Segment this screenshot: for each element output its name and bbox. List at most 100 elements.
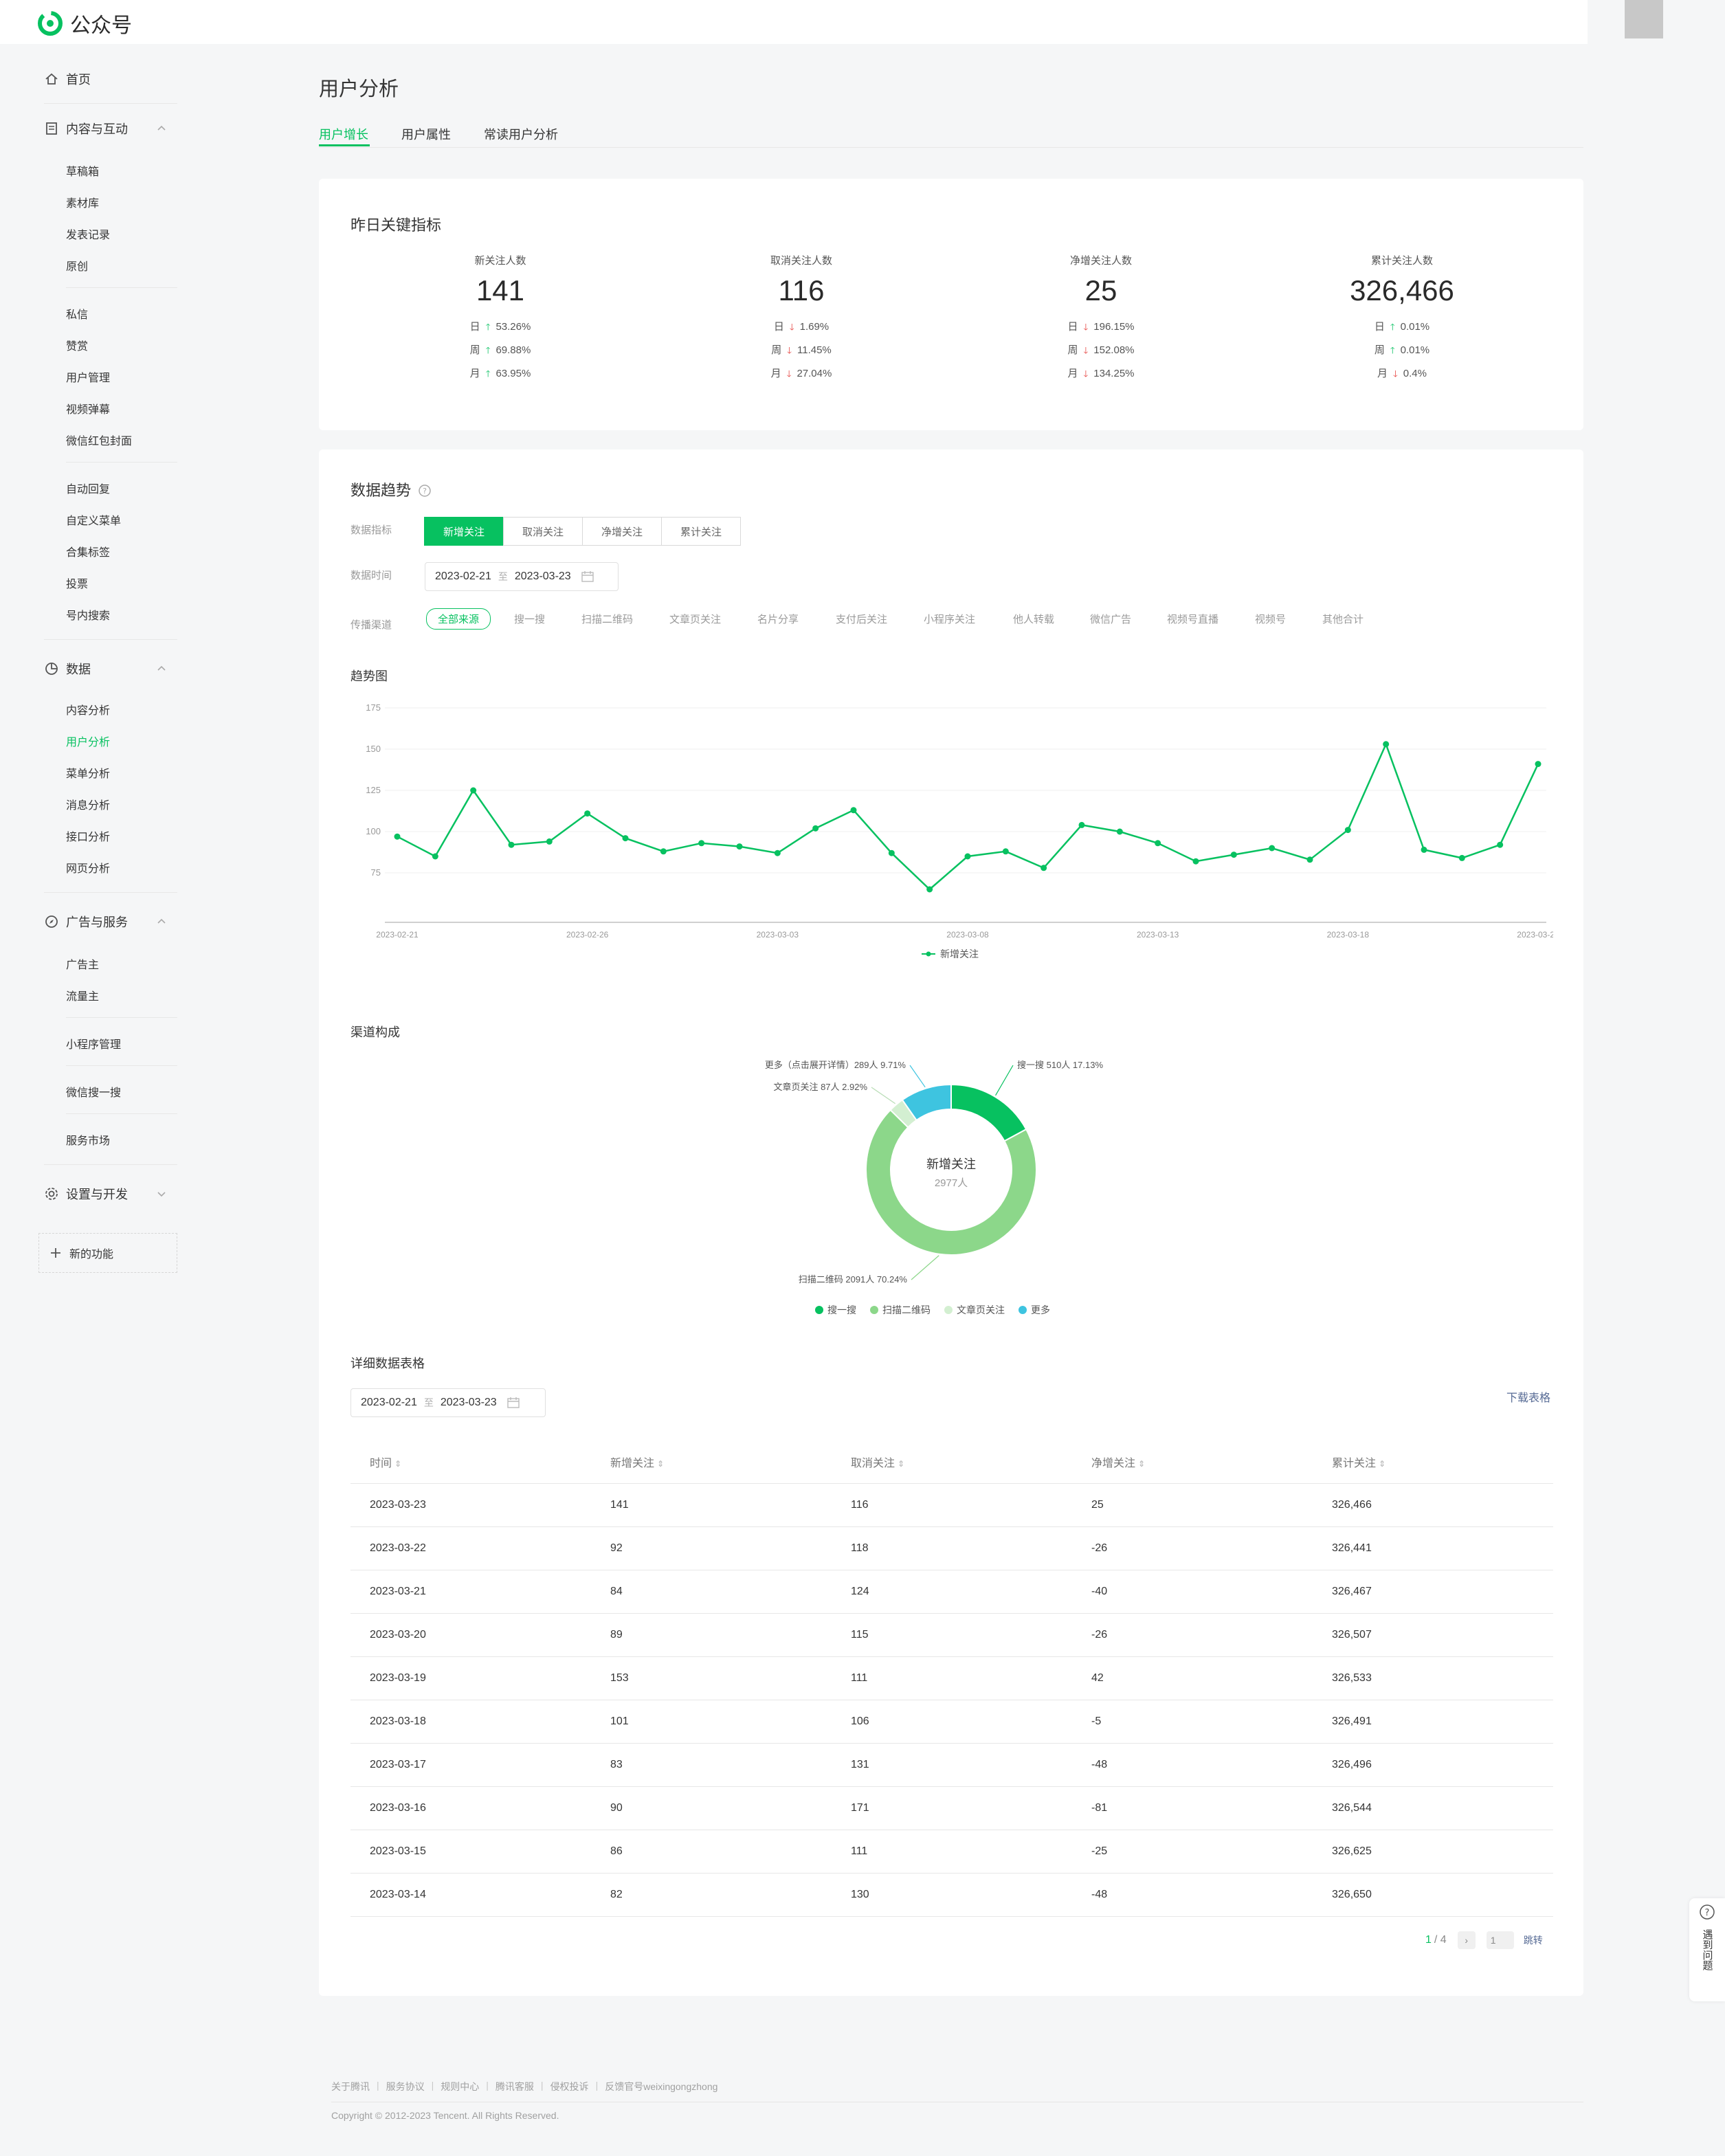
sidebar-item-publisher[interactable]: 流量主 bbox=[66, 991, 100, 1003]
column-header-new[interactable]: 新增关注 ⇕ bbox=[610, 1458, 665, 1469]
segment-unfollows[interactable]: 取消关注 bbox=[503, 517, 583, 546]
sidebar-item-advertiser[interactable]: 广告主 bbox=[66, 959, 100, 971]
time-filter-label: 数据时间 bbox=[350, 570, 392, 581]
sidebar-item-mini-program[interactable]: 小程序管理 bbox=[66, 1039, 122, 1051]
sidebar-item-collection-tags[interactable]: 合集标签 bbox=[66, 547, 111, 559]
sidebar-item-menu-analysis[interactable]: 菜单分析 bbox=[66, 768, 111, 780]
column-header-net[interactable]: 净增关注 ⇕ bbox=[1091, 1458, 1146, 1469]
new-function-button[interactable]: 新的功能 bbox=[38, 1233, 177, 1273]
footer-link[interactable]: 规则中心 bbox=[441, 2081, 480, 2092]
metric-row: 日 🡓 1.69% bbox=[773, 321, 830, 333]
sidebar-item-custom-menu[interactable]: 自定义菜单 bbox=[66, 515, 122, 527]
column-header-unfollow[interactable]: 取消关注 ⇕ bbox=[851, 1458, 905, 1469]
sidebar-item-wechat-search[interactable]: 微信搜一搜 bbox=[66, 1087, 122, 1099]
sidebar-group-ads[interactable]: 广告与服务 bbox=[44, 913, 128, 931]
arrow-down-icon: 🡓 bbox=[1083, 345, 1089, 355]
sidebar-group-content[interactable]: 内容与互动 bbox=[44, 120, 128, 137]
channel-after-payment[interactable]: 支付后关注 bbox=[836, 614, 888, 625]
sidebar-item-drafts[interactable]: 草稿箱 bbox=[66, 166, 100, 178]
sidebar-item-red-packet-cover[interactable]: 微信红包封面 bbox=[66, 436, 133, 447]
chevron-up-icon[interactable] bbox=[157, 664, 166, 674]
channel-mini-program[interactable]: 小程序关注 bbox=[924, 614, 976, 625]
sidebar-item-service-market[interactable]: 服务市场 bbox=[66, 1135, 111, 1147]
segment-new-follows[interactable]: 新增关注 bbox=[424, 517, 504, 546]
page-input[interactable]: 1 bbox=[1486, 1931, 1514, 1949]
svg-text:?: ? bbox=[423, 487, 427, 496]
channel-qr-code[interactable]: 扫描二维码 bbox=[581, 614, 634, 625]
sidebar-item-original[interactable]: 原创 bbox=[66, 261, 89, 273]
download-table-link[interactable]: 下载表格 bbox=[1506, 1392, 1551, 1404]
help-circle-icon[interactable]: ? bbox=[418, 484, 432, 498]
logo[interactable]: 公众号 bbox=[37, 8, 132, 38]
channel-wechat-ads[interactable]: 微信广告 bbox=[1090, 614, 1132, 625]
slice-label: 更多（点击展开详情）289人 9.71% bbox=[765, 1060, 906, 1070]
chevron-down-icon[interactable] bbox=[157, 1189, 166, 1199]
table-cell: 25 bbox=[1091, 1499, 1104, 1511]
channel-card-share[interactable]: 名片分享 bbox=[757, 614, 799, 625]
footer-link[interactable]: 侵权投诉 bbox=[550, 2081, 589, 2092]
table-date-range-picker[interactable]: 2023-02-21 至 2023-03-23 bbox=[350, 1388, 546, 1417]
sidebar-item-in-account-search[interactable]: 号内搜索 bbox=[66, 610, 111, 622]
sidebar-item-messages[interactable]: 私信 bbox=[66, 309, 89, 321]
sidebar-item-message-analysis[interactable]: 消息分析 bbox=[66, 800, 111, 812]
footer-link[interactable]: 反馈官号weixingongzhong bbox=[605, 2081, 718, 2092]
legend-dot bbox=[870, 1306, 878, 1314]
trend-chart-legend[interactable]: 新增关注 bbox=[921, 947, 979, 961]
table-cell: 118 bbox=[851, 1542, 869, 1554]
sidebar-item-user-analysis[interactable]: 用户分析 bbox=[66, 737, 111, 748]
chevron-up-icon[interactable] bbox=[157, 917, 166, 926]
date-from: 2023-02-21 bbox=[361, 1397, 417, 1408]
help-button[interactable]: ? 遇到问题 bbox=[1689, 1898, 1725, 2001]
channel-article-follow[interactable]: 文章页关注 bbox=[669, 614, 722, 625]
footer-link[interactable]: 关于腾讯 bbox=[331, 2081, 370, 2092]
sort-icon[interactable]: ⇕ bbox=[394, 1459, 402, 1469]
segment-net-follows[interactable]: 净增关注 bbox=[582, 517, 662, 546]
channel-channels-live[interactable]: 视频号直播 bbox=[1167, 614, 1219, 625]
tab-user-attributes[interactable]: 用户属性 bbox=[401, 128, 451, 142]
arrow-down-icon: 🡓 bbox=[1393, 368, 1398, 379]
column-header-time[interactable]: 时间 ⇕ bbox=[370, 1458, 402, 1469]
sidebar-item-user-management[interactable]: 用户管理 bbox=[66, 373, 111, 384]
channel-channels[interactable]: 视频号 bbox=[1255, 614, 1287, 625]
sidebar-group-data[interactable]: 数据 bbox=[44, 660, 91, 678]
table-cell: 2023-03-20 bbox=[370, 1629, 426, 1641]
sort-icon[interactable]: ⇕ bbox=[1138, 1459, 1146, 1469]
sidebar-item-auto-reply[interactable]: 自动回复 bbox=[66, 484, 111, 496]
sort-icon[interactable]: ⇕ bbox=[1379, 1459, 1386, 1469]
sidebar-item-web-analysis[interactable]: 网页分析 bbox=[66, 863, 111, 875]
segment-total-follows[interactable]: 累计关注 bbox=[661, 517, 741, 546]
table-cell: -81 bbox=[1091, 1802, 1108, 1814]
channel-search[interactable]: 搜一搜 bbox=[514, 614, 546, 625]
sidebar-item-home[interactable]: 首页 bbox=[44, 70, 91, 88]
channel-all-sources[interactable]: 全部来源 bbox=[426, 608, 491, 630]
sidebar-item-content-analysis[interactable]: 内容分析 bbox=[66, 705, 111, 717]
table-cell: 326,441 bbox=[1332, 1542, 1372, 1554]
channel-other-total[interactable]: 其他合计 bbox=[1322, 614, 1364, 625]
sidebar-item-video-danmaku[interactable]: 视频弹幕 bbox=[66, 404, 111, 416]
chevron-up-icon[interactable] bbox=[157, 124, 166, 133]
sort-icon[interactable]: ⇕ bbox=[898, 1459, 905, 1469]
sidebar-item-api-analysis[interactable]: 接口分析 bbox=[66, 832, 111, 843]
metric-label: 取消关注人数 bbox=[770, 255, 832, 267]
donut-legend[interactable]: 搜一搜 扫描二维码 文章页关注 更多 bbox=[815, 1303, 1050, 1317]
metric-row: 月 🡓 0.4% bbox=[1377, 368, 1427, 379]
divider bbox=[44, 1164, 177, 1165]
sort-icon[interactable]: ⇕ bbox=[657, 1459, 665, 1469]
column-header-total[interactable]: 累计关注 ⇕ bbox=[1332, 1458, 1386, 1469]
tab-user-growth[interactable]: 用户增长 bbox=[319, 128, 368, 142]
x-tick-label: 2023-03-08 bbox=[946, 930, 989, 940]
trend-date-range-picker[interactable]: 2023-02-21 至 2023-03-23 bbox=[425, 562, 619, 591]
footer-link[interactable]: 服务协议 bbox=[386, 2081, 425, 2092]
footer-link[interactable]: 腾讯客服 bbox=[495, 2081, 534, 2092]
jump-button[interactable]: 跳转 bbox=[1523, 1935, 1543, 1946]
avatar[interactable] bbox=[1625, 0, 1663, 38]
next-page-button[interactable]: › bbox=[1457, 1931, 1476, 1949]
sidebar-item-vote[interactable]: 投票 bbox=[66, 579, 89, 590]
sidebar-item-materials[interactable]: 素材库 bbox=[66, 198, 100, 210]
tab-frequent-readers[interactable]: 常读用户分析 bbox=[484, 128, 558, 142]
legend-label: 更多 bbox=[1031, 1304, 1050, 1315]
sidebar-item-reward[interactable]: 赞赏 bbox=[66, 341, 89, 353]
channel-reprint[interactable]: 他人转载 bbox=[1013, 614, 1055, 625]
sidebar-item-publish-records[interactable]: 发表记录 bbox=[66, 230, 111, 241]
sidebar-group-settings[interactable]: 设置与开发 bbox=[44, 1185, 128, 1203]
